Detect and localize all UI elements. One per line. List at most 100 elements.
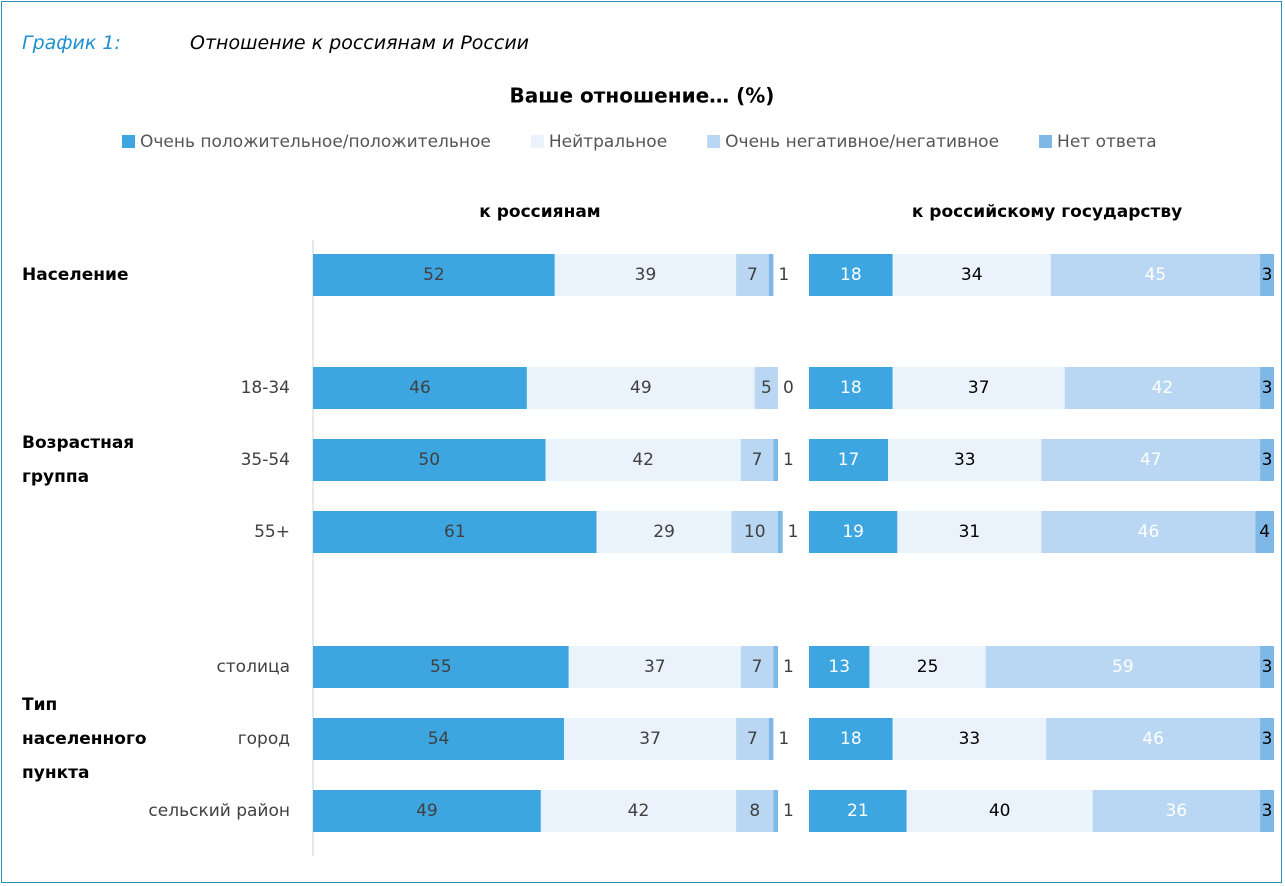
value-label: 49 <box>630 378 652 398</box>
legend-label: Очень положительное/положительное <box>140 132 491 152</box>
bar-segment <box>736 790 774 832</box>
figure-title: Отношение к россиянам и России <box>190 32 530 54</box>
bar-segment <box>313 790 541 832</box>
bar-segment <box>1260 367 1274 409</box>
bar-segment <box>313 254 555 296</box>
value-label: 3 <box>1262 801 1273 821</box>
legend-swatch <box>1039 135 1053 148</box>
value-label: 29 <box>653 522 675 542</box>
category-label: город <box>238 729 290 749</box>
value-label: 3 <box>1262 378 1273 398</box>
value-label: 18 <box>840 265 862 285</box>
bar-segment <box>1260 254 1274 296</box>
value-label: 34 <box>961 265 983 285</box>
value-label: 1 <box>783 657 794 677</box>
bar-segment <box>888 439 1042 481</box>
group-label: Возрастная группа <box>22 433 135 487</box>
value-label: 42 <box>1152 378 1174 398</box>
bar-segment <box>313 367 527 409</box>
bar-segment <box>773 646 778 688</box>
chart-title: Ваше отношение… (%) <box>510 84 775 108</box>
bar-segment <box>809 718 893 760</box>
bar-segment <box>1092 790 1261 832</box>
value-label: 7 <box>752 657 763 677</box>
value-label: 36 <box>1166 801 1188 821</box>
bar-segment <box>809 790 907 832</box>
bar-segment <box>892 718 1047 760</box>
value-label: 5 <box>761 378 772 398</box>
value-label: 19 <box>842 522 864 542</box>
bar-segment <box>313 646 569 688</box>
bar-segment <box>906 790 1093 832</box>
bar-segment <box>313 718 565 760</box>
value-label: 52 <box>423 265 445 285</box>
value-label: 7 <box>752 450 763 470</box>
bar-segment <box>985 646 1261 688</box>
bar-segment <box>778 511 783 553</box>
bar-segment <box>540 790 737 832</box>
value-label: 46 <box>1138 522 1160 542</box>
value-label: 55 <box>430 657 452 677</box>
bar-segment <box>596 511 732 553</box>
bar-segment <box>809 254 893 296</box>
bar-segment <box>1064 367 1261 409</box>
bar-segment <box>809 511 898 553</box>
value-label: 1 <box>783 450 794 470</box>
legend-label: Нейтральное <box>549 132 667 152</box>
bar-segment <box>1041 511 1256 553</box>
bar-segment <box>1260 718 1274 760</box>
value-label: 31 <box>959 522 981 542</box>
bar-segment <box>740 646 774 688</box>
value-label: 3 <box>1262 450 1273 470</box>
bar-segment <box>809 439 889 481</box>
value-label: 3 <box>1262 729 1273 749</box>
bar-segment <box>869 646 986 688</box>
value-label: 37 <box>968 378 990 398</box>
value-label: 8 <box>749 801 760 821</box>
group-label: Тип населенного пункта <box>22 695 147 783</box>
value-label: 13 <box>828 657 850 677</box>
bar-segment <box>526 367 755 409</box>
value-label: 10 <box>744 522 766 542</box>
bar-segment <box>1046 718 1261 760</box>
value-label: 37 <box>639 729 661 749</box>
value-label: 18 <box>840 729 862 749</box>
bar-segment <box>768 254 774 296</box>
value-label: 42 <box>632 450 654 470</box>
bar-segment <box>564 718 737 760</box>
bar-segment <box>892 367 1065 409</box>
bar-segment <box>545 439 741 481</box>
bar-segment <box>736 718 769 760</box>
category-label: сельский район <box>148 801 290 821</box>
value-label: 54 <box>428 729 450 749</box>
bar-segment <box>773 790 778 832</box>
value-label: 21 <box>847 801 869 821</box>
value-label: 49 <box>416 801 438 821</box>
bar-segment <box>809 367 893 409</box>
bar-segment <box>740 439 774 481</box>
bar-segment <box>313 439 546 481</box>
value-label: 0 <box>783 378 794 398</box>
category-label: 35-54 <box>241 450 290 470</box>
bar-segment <box>773 439 778 481</box>
bar-segment <box>1260 439 1274 481</box>
value-label: 61 <box>444 522 466 542</box>
legend-swatch <box>122 135 135 148</box>
group-label: Население <box>22 265 129 285</box>
value-label: 40 <box>989 801 1011 821</box>
legend-label: Нет ответа <box>1057 132 1157 152</box>
value-label: 45 <box>1145 265 1167 285</box>
value-label: 4 <box>1259 522 1270 542</box>
bar-segment <box>568 646 741 688</box>
value-label: 1 <box>778 729 789 749</box>
category-label: столица <box>216 657 290 677</box>
value-label: 25 <box>917 657 939 677</box>
value-label: 7 <box>747 265 758 285</box>
value-label: 46 <box>409 378 431 398</box>
bar-segment <box>1041 439 1261 481</box>
bar-segment <box>897 511 1042 553</box>
legend-swatch <box>530 135 544 148</box>
value-label: 33 <box>959 729 981 749</box>
